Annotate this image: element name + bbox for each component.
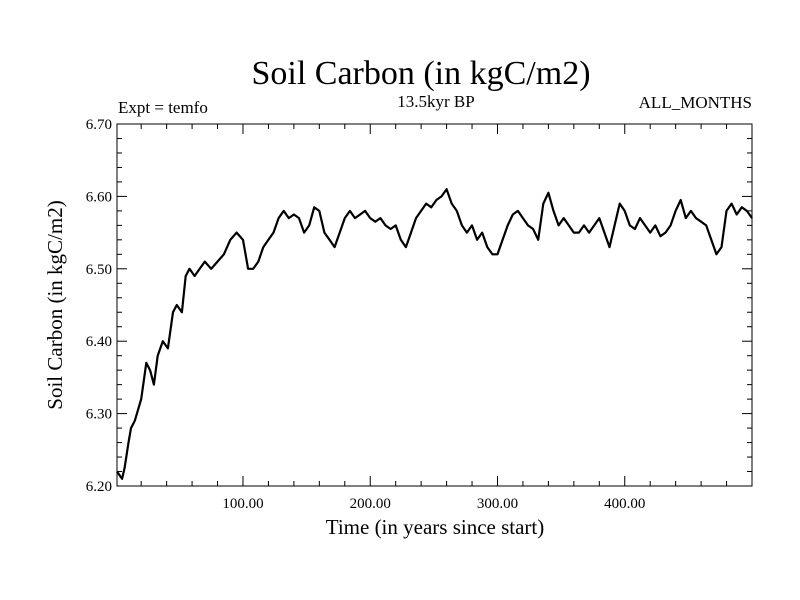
chart-title: Soil Carbon (in kgC/m2): [251, 55, 590, 92]
series-layer: [116, 188, 753, 480]
y-tick-label: 6.30: [86, 407, 112, 423]
y-tick-label: 6.50: [86, 262, 112, 278]
experiment-annotation: Expt = temfo: [118, 98, 208, 117]
months-annotation: ALL_MONTHS: [639, 93, 752, 112]
x-tick-label: 300.00: [477, 496, 518, 512]
y-tick-label: 6.60: [86, 189, 112, 205]
x-axis-label: Time (in years since start): [326, 515, 545, 539]
x-tick-label: 400.00: [604, 496, 645, 512]
y-tick-label: 6.70: [86, 117, 112, 133]
x-tick-label: 100.00: [222, 496, 263, 512]
chart-subtitle: 13.5kyr BP: [397, 92, 474, 111]
ticks: [117, 124, 752, 486]
y-tick-label: 6.20: [86, 479, 112, 495]
y-axis-label: Soil Carbon (in kgC/m2): [43, 200, 67, 409]
plot-frame: [116, 123, 753, 487]
y-tick-label: 6.40: [86, 334, 112, 350]
tick-labels: 100.00 200.00 300.00 400.00 6.20 6.30 6.40 6.50…: [86, 117, 646, 512]
x-tick-label: 200.00: [350, 496, 391, 512]
series-line: [116, 188, 753, 480]
